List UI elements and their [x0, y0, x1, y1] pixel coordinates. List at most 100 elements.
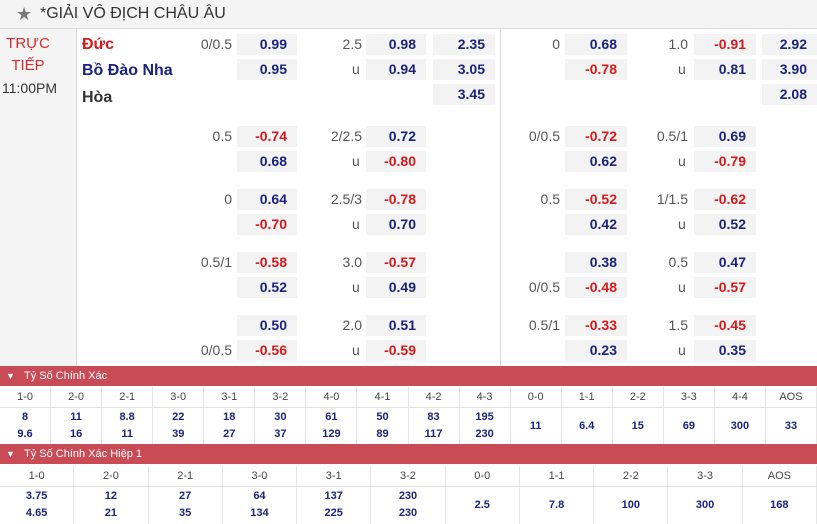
score-odd-draw[interactable]: 15 — [631, 420, 644, 432]
h1-hcap-home-odd[interactable]: 0.68 — [565, 34, 627, 55]
score-odds-cell[interactable]: 12 21 — [74, 487, 149, 524]
ou-over-odd[interactable]: 0.72 — [366, 126, 426, 147]
score-odd-away[interactable]: 230 — [475, 428, 494, 440]
score-odds-cell[interactable]: 15 — [613, 408, 664, 444]
h1-hcap-away-odd[interactable]: 0.42 — [565, 214, 627, 235]
hcap-home-odd[interactable]: -0.74 — [237, 126, 297, 147]
x12-away-odd[interactable]: 3.05 — [433, 59, 495, 80]
score-odds-cell[interactable]: 8.8 11 — [102, 408, 154, 444]
h1-ou-over-odd[interactable]: -0.45 — [694, 315, 756, 336]
h1-ou-under-odd[interactable]: -0.57 — [694, 277, 756, 298]
star-icon[interactable]: ★ — [16, 4, 33, 24]
h1-ou-under-odd[interactable]: 0.35 — [694, 340, 756, 361]
score-odds-cell[interactable]: 137 225 — [297, 487, 372, 524]
score-odd-away[interactable]: 129 — [322, 428, 341, 440]
score-odds-cell[interactable]: 230 230 — [371, 487, 446, 524]
h1-hcap-home-odd[interactable]: -0.52 — [565, 189, 627, 210]
h1-hcap-home-odd[interactable]: -0.33 — [565, 315, 627, 336]
score-odd-draw[interactable]: 33 — [784, 420, 798, 432]
score-odd-away[interactable]: 27 — [223, 428, 236, 440]
h1-ou-over-odd[interactable]: -0.62 — [694, 189, 756, 210]
x12-home-odd[interactable]: 2.35 — [433, 34, 495, 55]
score-odds-cell[interactable]: 61 129 — [306, 408, 358, 444]
score-odd-home[interactable]: 195 — [475, 411, 494, 423]
score-odd-home[interactable]: 30 — [274, 411, 287, 423]
score-odd-away[interactable]: 21 — [104, 507, 118, 519]
score-odd-draw[interactable]: 6.4 — [579, 420, 595, 432]
score-odds-cell[interactable]: 69 — [664, 408, 715, 444]
score-odds-cell[interactable]: 11 — [511, 408, 562, 444]
score-odd-home[interactable]: 27 — [179, 490, 192, 502]
h1-ou-over-odd[interactable]: 0.69 — [694, 126, 756, 147]
chevron-down-icon[interactable]: ▼ — [6, 449, 15, 459]
score-odds-cell[interactable]: 195 230 — [460, 408, 511, 444]
hcap-home-odd[interactable]: 0.50 — [237, 315, 297, 336]
score-odds-cell[interactable]: 83 117 — [409, 408, 460, 444]
h1-x12-draw-odd[interactable]: 2.08 — [762, 84, 817, 105]
h1-hcap-away-odd[interactable]: 0.23 — [565, 340, 627, 361]
score-odds-cell[interactable]: 11 16 — [51, 408, 103, 444]
score-odd-away[interactable]: 4.65 — [25, 507, 48, 519]
score-odd-home[interactable]: 22 — [172, 411, 185, 423]
score-odd-away[interactable]: 225 — [324, 507, 343, 519]
score-odd-draw[interactable]: 7.8 — [548, 499, 565, 511]
h1-ou-under-odd[interactable]: -0.79 — [694, 151, 756, 172]
hcap-away-odd[interactable]: 0.52 — [237, 277, 297, 298]
score-odds-cell[interactable]: 64 134 — [223, 487, 298, 524]
score-odd-draw[interactable]: 100 — [621, 499, 640, 511]
h1-hcap-away-odd[interactable]: -0.48 — [565, 277, 627, 298]
h1-hcap-away-odd[interactable]: 0.62 — [565, 151, 627, 172]
score-odds-cell[interactable]: 30 37 — [255, 408, 307, 444]
score-odds-cell[interactable]: 27 35 — [149, 487, 223, 524]
h1-hcap-home-odd[interactable]: 0.38 — [565, 252, 627, 273]
score-odd-away[interactable]: 37 — [274, 428, 287, 440]
score-odds-cell[interactable]: 3.75 4.65 — [0, 487, 75, 524]
score-odd-home[interactable]: 18 — [223, 411, 236, 423]
score-odds-cell[interactable]: 300 — [668, 487, 743, 524]
hcap-home-odd[interactable]: 0.64 — [237, 189, 297, 210]
score-odd-home[interactable]: 8.8 — [119, 411, 135, 423]
score-odds-cell[interactable]: 8 9.6 — [0, 408, 52, 444]
ou-over-odd[interactable]: -0.57 — [366, 252, 426, 273]
hcap-away-odd[interactable]: 0.68 — [237, 151, 297, 172]
score-odd-away[interactable]: 230 — [398, 507, 418, 519]
ou-under-odd[interactable]: -0.80 — [366, 151, 426, 172]
ou-under-odd[interactable]: 0.49 — [366, 277, 426, 298]
score-odd-draw[interactable]: 168 — [770, 499, 789, 511]
score-odds-cell[interactable]: 300 — [715, 408, 766, 444]
score-odd-away[interactable]: 117 — [424, 428, 443, 440]
score-odd-away[interactable]: 11 — [121, 428, 133, 440]
h1-x12-away-odd[interactable]: 3.90 — [762, 59, 817, 80]
score-odd-draw[interactable]: 2.5 — [474, 499, 490, 511]
score-odds-cell[interactable]: 2.5 — [446, 487, 520, 524]
h1-ou-over-odd[interactable]: -0.91 — [694, 34, 756, 55]
score-odds-cell[interactable]: 100 — [594, 487, 669, 524]
team-away[interactable]: Bồ Đào Nha — [82, 62, 173, 79]
hcap-away-odd[interactable]: -0.56 — [237, 340, 297, 361]
score-odd-draw[interactable]: 300 — [730, 420, 750, 432]
score-odd-home[interactable]: 8 — [21, 411, 29, 423]
chevron-down-icon[interactable]: ▼ — [6, 371, 15, 381]
ou-under-odd[interactable]: 0.70 — [366, 214, 426, 235]
score-odd-home[interactable]: 3.75 — [25, 490, 48, 502]
score-odd-home[interactable]: 137 — [324, 490, 343, 502]
score-odd-draw[interactable]: 300 — [695, 499, 715, 511]
ou-under-odd[interactable]: 0.94 — [366, 59, 426, 80]
section-correct-score[interactable]: ▼ Tỷ Số Chính Xác — [0, 366, 817, 386]
score-odds-cell[interactable]: 18 27 — [204, 408, 256, 444]
score-odd-home[interactable]: 230 — [398, 490, 418, 502]
score-odds-cell[interactable]: 6.4 — [562, 408, 613, 444]
score-odd-away[interactable]: 9.6 — [17, 428, 33, 440]
hcap-home-odd[interactable]: 0.99 — [237, 34, 297, 55]
score-odds-cell[interactable]: 7.8 — [520, 487, 595, 524]
h1-ou-over-odd[interactable]: 0.47 — [694, 252, 756, 273]
score-odds-cell[interactable]: 168 — [743, 487, 817, 524]
ou-over-odd[interactable]: -0.78 — [366, 189, 426, 210]
h1-ou-under-odd[interactable]: 0.52 — [694, 214, 756, 235]
h1-hcap-away-odd[interactable]: -0.78 — [565, 59, 627, 80]
score-odds-cell[interactable]: 50 89 — [357, 408, 409, 444]
h1-ou-under-odd[interactable]: 0.81 — [694, 59, 756, 80]
score-odd-away[interactable]: 134 — [250, 507, 269, 519]
score-odd-home[interactable]: 11 — [70, 411, 82, 423]
score-odd-home[interactable]: 61 — [325, 411, 338, 423]
